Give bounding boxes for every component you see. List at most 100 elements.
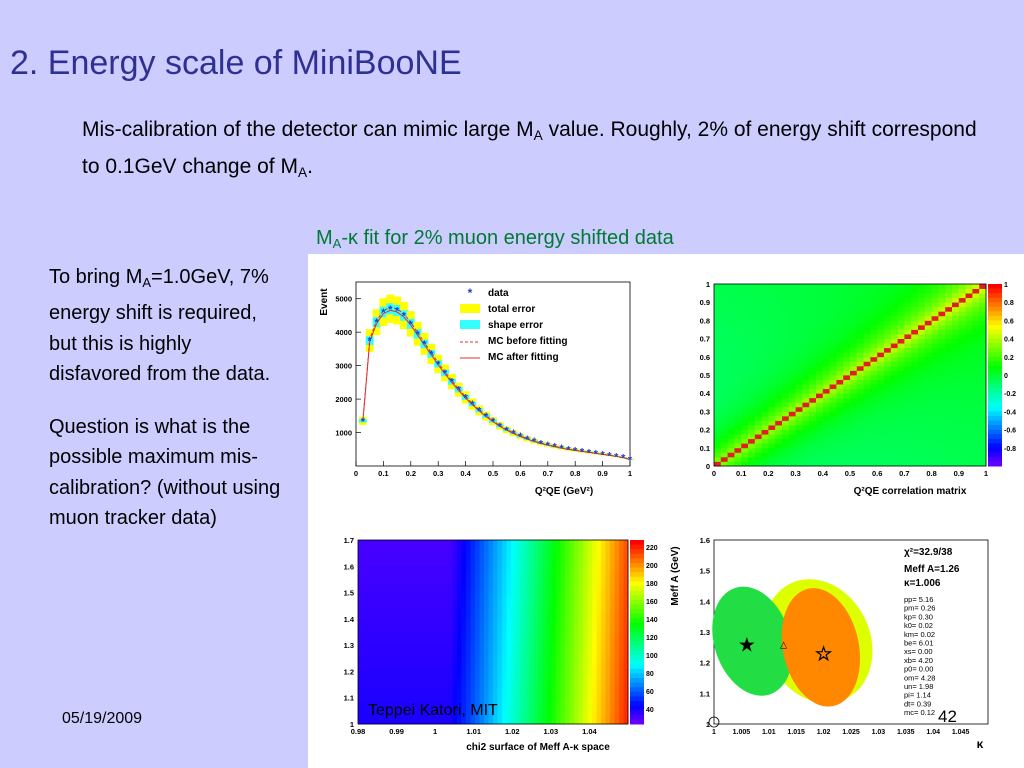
corr-cell — [748, 425, 756, 430]
chi2-cell — [583, 656, 588, 664]
chi2-cell — [416, 570, 422, 578]
chi2-cell — [371, 558, 377, 565]
corr-cell — [958, 393, 966, 399]
chi2-cell — [484, 595, 489, 602]
corr-cell — [890, 429, 898, 435]
chi2-cell — [587, 540, 593, 547]
corr-cell — [911, 288, 919, 294]
chi2-cell — [398, 717, 404, 725]
chi2-cell — [605, 564, 611, 572]
chi2-cell — [538, 558, 543, 565]
chi2-cell — [497, 558, 503, 565]
y-tick-label: 0.3 — [700, 407, 710, 416]
corr-cell — [856, 361, 864, 367]
chi2-cell — [434, 625, 440, 633]
corr-cell — [877, 384, 885, 390]
corr-cell — [795, 415, 803, 421]
corr-cell — [911, 447, 919, 453]
corr-cell — [952, 334, 960, 339]
corr-cell — [795, 302, 803, 308]
corr-cell — [979, 302, 987, 308]
corr-cell — [884, 393, 892, 399]
chi2-cell — [443, 717, 449, 725]
chi2-cell — [533, 693, 539, 700]
chi2-cell — [493, 711, 498, 719]
chi2-cell — [506, 681, 512, 688]
corr-cell — [918, 347, 926, 353]
corr-cell — [890, 447, 898, 453]
chi2-cell — [371, 613, 377, 621]
corr-cell — [748, 447, 756, 453]
corr-cell — [979, 434, 987, 440]
corr-cell — [720, 434, 728, 440]
chi2-cell — [547, 644, 552, 651]
chi2-cell — [587, 613, 593, 621]
chi2-cell — [502, 638, 507, 645]
corr-cell — [979, 315, 987, 321]
chi2-cell — [565, 717, 570, 725]
corr-cell — [754, 397, 762, 403]
corr-cell — [850, 461, 858, 467]
chi2-cell — [610, 576, 615, 584]
corr-cell — [714, 406, 722, 412]
corr-cell — [727, 456, 735, 462]
chi2-cell — [457, 693, 462, 700]
corr-cell — [890, 443, 898, 449]
corr-cell — [836, 397, 844, 403]
chi2-cell — [524, 595, 530, 602]
corr-cell — [938, 429, 946, 435]
corr-cell — [958, 429, 966, 435]
chi2-cell — [385, 558, 390, 565]
corr-cell — [836, 452, 844, 458]
corr-cell — [843, 379, 851, 385]
chi2-cell — [533, 668, 539, 676]
chi2-cell — [497, 613, 503, 621]
chi2-cell — [439, 711, 444, 719]
corr-cell — [748, 306, 756, 312]
chi2-cell — [520, 576, 525, 584]
corr-cell — [863, 447, 871, 453]
chi2-cell — [430, 638, 435, 645]
corr-cell — [952, 438, 960, 444]
chi2-cell — [547, 540, 552, 547]
chi2-cell — [515, 582, 521, 590]
chi2-cell — [416, 650, 422, 657]
chi2-cell — [605, 552, 611, 559]
chi2-cell — [547, 625, 552, 633]
data-point: * — [416, 329, 421, 341]
chi2-cell — [448, 668, 453, 676]
corr-cell — [856, 356, 864, 362]
x-tick-label: 0.7 — [899, 469, 909, 478]
chi2-cell — [542, 570, 548, 578]
corr-cell — [775, 338, 783, 344]
corr-cell — [877, 352, 885, 358]
chi2-cell — [416, 589, 422, 596]
chi2-cell — [515, 674, 521, 682]
chi2-cell — [412, 650, 417, 657]
corr-cell — [911, 356, 919, 362]
corr-cell — [714, 447, 722, 453]
corr-cell — [754, 297, 762, 303]
corr-cell — [727, 311, 735, 317]
corr-cell — [863, 370, 871, 376]
corr-cell — [775, 388, 783, 394]
chi2-cell — [389, 699, 395, 706]
chi2-cell — [461, 638, 467, 645]
chi2-cell — [533, 607, 539, 614]
corr-cell — [870, 447, 878, 453]
chi2-cell — [623, 656, 629, 664]
chi2-cell — [596, 687, 602, 694]
chi2-cell — [542, 607, 548, 614]
x-axis-label: Q²QE (GeV²) — [535, 486, 593, 497]
corr-cell — [911, 343, 919, 349]
chi2-cell — [529, 607, 534, 614]
chi2-cell — [430, 582, 435, 590]
chi2-cell — [385, 595, 390, 602]
chi2-cell — [484, 607, 489, 614]
corr-cell — [822, 293, 830, 299]
corr-cell — [918, 402, 926, 408]
corr-cell — [972, 293, 980, 299]
chi2-cell — [601, 705, 606, 713]
chi2-cell — [538, 644, 543, 651]
chi2-cell — [439, 632, 444, 639]
